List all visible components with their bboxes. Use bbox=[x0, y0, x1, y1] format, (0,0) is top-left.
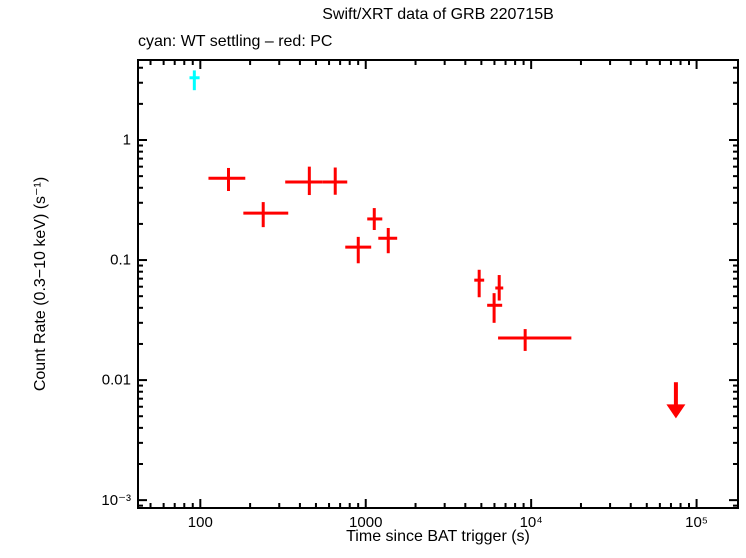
plot-frame bbox=[137, 59, 739, 509]
chart-subtitle-legend: cyan: WT settling – red: PC bbox=[138, 33, 333, 50]
upper-limit-arrowhead bbox=[666, 404, 686, 419]
y-tick-label: 10⁻³ bbox=[101, 492, 131, 510]
x-axis-label: Time since BAT trigger (s) bbox=[346, 528, 530, 545]
y-tick-label: 1 bbox=[122, 131, 131, 149]
chart-title: Swift/XRT data of GRB 220715B bbox=[322, 6, 554, 23]
y-tick-label: 0.1 bbox=[110, 251, 131, 269]
x-tick-label: 1000 bbox=[349, 514, 383, 531]
x-tick-label: 10⁴ bbox=[519, 514, 543, 531]
y-tick-label: 0.01 bbox=[101, 371, 131, 389]
x-tick-label: 100 bbox=[187, 514, 213, 531]
x-tick-label: 10⁵ bbox=[685, 514, 709, 531]
